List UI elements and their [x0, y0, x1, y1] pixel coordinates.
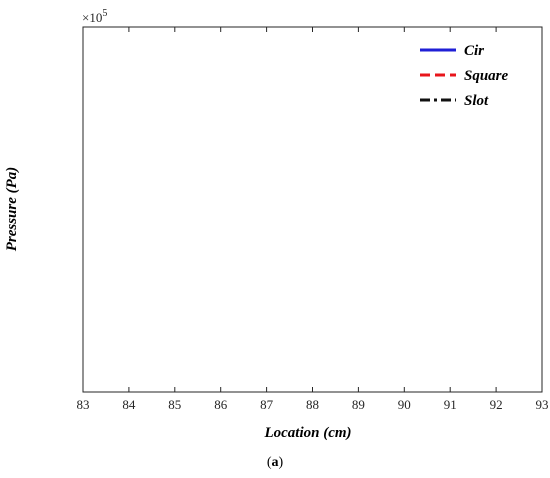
legend-label-cir: Cir: [464, 43, 484, 59]
legend-label-slot: Slot: [464, 93, 489, 109]
x-tick-label: 88: [306, 397, 319, 412]
legend: Cir Square Slot: [420, 43, 509, 109]
x-tick-label: 83: [77, 397, 90, 412]
x-axis-ticks: 83 84 85 86 87 88 89 90 91 92 93: [77, 27, 549, 412]
x-tick-label: 91: [444, 397, 457, 412]
x-tick-label: 84: [122, 397, 136, 412]
y-exponent-label: ×105: [82, 8, 107, 25]
x-tick-label: 85: [168, 397, 181, 412]
y-axis-label: Pressure (Pa): [4, 167, 20, 252]
x-tick-label: 87: [260, 397, 274, 412]
legend-label-square: Square: [464, 68, 509, 84]
x-tick-label: 90: [398, 397, 411, 412]
x-axis-label: Location (cm): [263, 425, 351, 441]
x-tick-label: 89: [352, 397, 365, 412]
x-tick-label: 92: [490, 397, 503, 412]
figure-caption: (a): [266, 455, 284, 470]
x-tick-label: 93: [536, 397, 549, 412]
x-tick-label: 86: [214, 397, 228, 412]
